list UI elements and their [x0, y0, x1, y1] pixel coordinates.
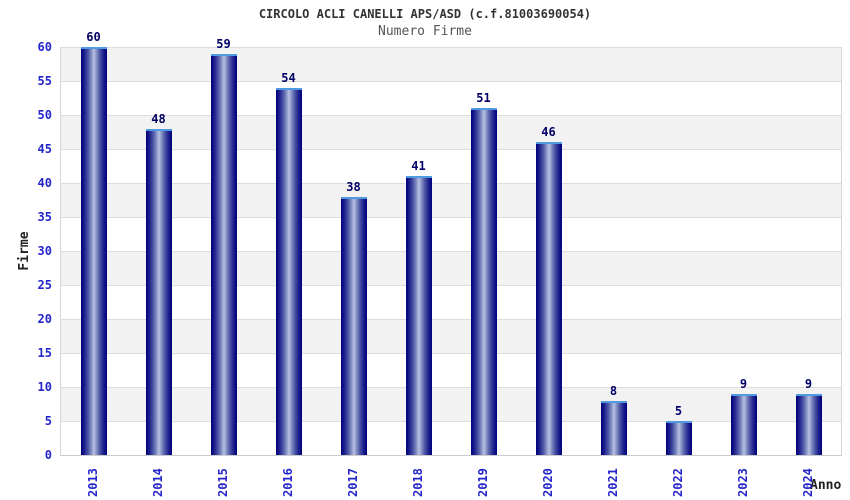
- gridline: [61, 47, 841, 48]
- x-tick-label: 2016: [280, 468, 295, 497]
- bar-value-label: 48: [151, 111, 166, 126]
- bar: [275, 87, 302, 455]
- x-tick-label: 2017: [345, 468, 360, 497]
- plot-band: [61, 47, 841, 81]
- x-tick-label: 2023: [735, 468, 750, 497]
- x-axis-label: Anno: [810, 478, 842, 493]
- x-tick-label: 2020: [540, 468, 555, 497]
- bar-value-label: 46: [541, 125, 556, 140]
- bar-value-label: 8: [609, 383, 618, 398]
- plot-band: [61, 183, 841, 217]
- bar: [795, 393, 822, 455]
- bar: [470, 108, 497, 455]
- bar: [340, 196, 367, 455]
- gridline: [61, 217, 841, 218]
- bar-value-label: 51: [476, 91, 491, 106]
- x-tick-label: 2013: [85, 468, 100, 497]
- gridline: [61, 421, 841, 422]
- bar: [145, 128, 172, 455]
- gridline: [61, 81, 841, 82]
- bar: [405, 176, 432, 455]
- plot-band: [61, 149, 841, 183]
- bar: [600, 400, 627, 455]
- gridline: [61, 183, 841, 184]
- gridline: [61, 319, 841, 320]
- y-tick-label: 30: [37, 244, 52, 258]
- bar-value-label: 59: [216, 36, 231, 51]
- gridline: [61, 115, 841, 116]
- x-tick-label: 2014: [150, 468, 165, 497]
- gridline: [61, 353, 841, 354]
- chart-subtitle: Numero Firme: [378, 24, 472, 39]
- plot-band: [61, 387, 841, 421]
- plot-band: [61, 421, 841, 455]
- x-tick-label: 2018: [410, 468, 425, 497]
- x-tick-label: 2021: [605, 468, 620, 497]
- bar-value-label: 60: [86, 30, 101, 44]
- y-tick-label: 55: [37, 74, 52, 88]
- y-tick-label: 60: [37, 40, 52, 54]
- x-tick-label: 2024: [800, 468, 815, 497]
- gridline: [61, 285, 841, 286]
- bar-value-label: 54: [281, 70, 296, 85]
- y-tick-label: 20: [37, 312, 52, 326]
- bar-value-label: 9: [804, 376, 813, 391]
- plot-band: [61, 353, 841, 387]
- bar: [80, 47, 107, 455]
- bar-value-label: 9: [739, 376, 748, 391]
- y-tick-label: 35: [37, 210, 52, 224]
- y-tick-label: 40: [37, 176, 52, 190]
- plot-band: [61, 251, 841, 285]
- gridline: [61, 387, 841, 388]
- plot-band: [61, 285, 841, 319]
- y-tick-label: 15: [37, 346, 52, 360]
- plot-band: [61, 319, 841, 353]
- plot-band: [61, 115, 841, 149]
- bar-value-label: 5: [674, 404, 683, 418]
- x-tick-label: 2015: [215, 468, 230, 497]
- y-tick-label: 45: [37, 142, 52, 156]
- plot-area: 60 48 59 54 38 41 51 46 8 5 9 9: [60, 30, 842, 456]
- y-tick-label: 25: [37, 278, 52, 292]
- bar: [665, 421, 692, 455]
- y-tick-label: 10: [37, 380, 52, 394]
- plot-band: [61, 217, 841, 251]
- y-tick-label: 5: [44, 414, 52, 428]
- chart-title: CIRCOLO ACLI CANELLI APS/ASD (c.f.810036…: [258, 7, 592, 21]
- plot-band: [61, 81, 841, 115]
- gridline: [61, 251, 841, 252]
- bar-value-label: 41: [411, 159, 426, 174]
- bar: [210, 53, 237, 455]
- gridline: [61, 149, 841, 150]
- bar: [730, 393, 757, 455]
- x-tick-label: 2022: [670, 468, 685, 497]
- x-tick-label: 2019: [475, 468, 490, 497]
- bar: [535, 142, 562, 455]
- y-tick-label: 0: [44, 448, 52, 462]
- bar-value-label: 38: [346, 179, 361, 194]
- y-tick-label: 50: [37, 108, 52, 122]
